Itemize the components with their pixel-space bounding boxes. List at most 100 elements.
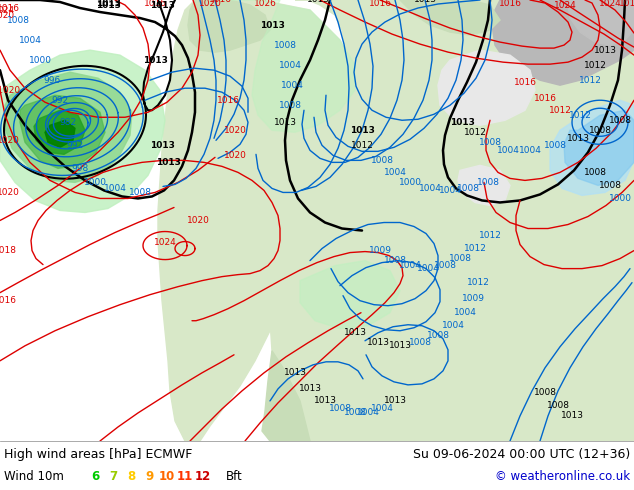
Text: 1012: 1012 [548, 106, 571, 115]
Text: 1013: 1013 [384, 396, 406, 405]
Text: 1008: 1008 [6, 16, 30, 24]
Polygon shape [262, 351, 310, 441]
Text: 1016: 1016 [514, 78, 536, 87]
Text: 6: 6 [91, 469, 99, 483]
Text: 1009: 1009 [368, 246, 392, 255]
Text: 1004: 1004 [439, 186, 462, 195]
Text: 1013: 1013 [450, 118, 474, 127]
Text: 1013: 1013 [259, 21, 285, 29]
Text: 992: 992 [67, 141, 84, 150]
Text: 1009: 1009 [462, 294, 484, 303]
Text: 7: 7 [109, 469, 117, 483]
Text: 1004: 1004 [519, 146, 541, 155]
Text: 1008: 1008 [273, 41, 297, 49]
Text: 1013: 1013 [413, 0, 436, 4]
Text: 1020: 1020 [224, 151, 247, 160]
Text: 1008: 1008 [278, 101, 302, 110]
Text: High wind areas [hPa] ECMWF: High wind areas [hPa] ECMWF [4, 447, 192, 461]
Text: 1004: 1004 [103, 184, 126, 193]
Text: 1012: 1012 [479, 231, 501, 240]
Text: 1016: 1016 [619, 0, 634, 7]
Text: 1016: 1016 [0, 296, 16, 305]
Polygon shape [34, 110, 85, 154]
Text: 998: 998 [72, 164, 89, 173]
Text: 1013: 1013 [306, 0, 330, 4]
Polygon shape [300, 261, 400, 329]
Text: 1013: 1013 [593, 46, 616, 54]
Text: 1012: 1012 [463, 128, 486, 137]
Text: 1013: 1013 [344, 328, 366, 337]
Text: 1013: 1013 [389, 341, 411, 350]
Text: 1012: 1012 [579, 75, 602, 85]
Text: Su 09-06-2024 00:00 UTC (12+36): Su 09-06-2024 00:00 UTC (12+36) [413, 447, 630, 461]
Text: 1008: 1008 [583, 168, 607, 177]
Text: 1004: 1004 [384, 168, 406, 177]
Text: 1008: 1008 [384, 256, 406, 265]
Polygon shape [188, 0, 270, 52]
Text: 1008: 1008 [408, 338, 432, 347]
Text: 1008: 1008 [598, 181, 621, 190]
Text: 1004: 1004 [399, 261, 422, 270]
Text: 1000: 1000 [399, 178, 422, 187]
Text: 9: 9 [145, 469, 153, 483]
Polygon shape [268, 0, 634, 441]
Text: 1013: 1013 [299, 384, 321, 393]
Text: 1012: 1012 [463, 244, 486, 253]
Text: 8: 8 [127, 469, 135, 483]
Text: -1020: -1020 [0, 86, 21, 95]
Text: 1004: 1004 [370, 404, 394, 414]
Text: 1020: 1020 [0, 188, 20, 197]
Text: 1008: 1008 [456, 184, 479, 193]
Text: 1000: 1000 [29, 56, 51, 65]
Text: 1018: 1018 [0, 246, 16, 255]
Polygon shape [568, 0, 634, 45]
Polygon shape [4, 72, 132, 182]
Text: 992: 992 [51, 96, 68, 105]
Text: 1008: 1008 [477, 178, 500, 187]
Text: 1024: 1024 [153, 238, 176, 247]
Text: 1004: 1004 [496, 146, 519, 155]
Text: 10: 10 [159, 469, 175, 483]
Polygon shape [200, 0, 355, 132]
Text: 1008: 1008 [434, 261, 456, 270]
Text: 1013: 1013 [150, 0, 174, 9]
Text: 996: 996 [43, 75, 61, 85]
Text: 1024: 1024 [553, 0, 576, 9]
Text: 1008: 1008 [448, 254, 472, 263]
Text: 1008: 1008 [609, 116, 631, 125]
Text: 1004: 1004 [278, 61, 301, 70]
Text: 1008: 1008 [533, 389, 557, 397]
Text: 1008: 1008 [129, 188, 152, 197]
Polygon shape [492, 0, 634, 85]
Text: 982: 982 [60, 118, 77, 127]
Text: 1008: 1008 [344, 409, 366, 417]
Text: 1013: 1013 [313, 396, 337, 405]
Text: 1013: 1013 [150, 141, 174, 150]
Polygon shape [0, 50, 165, 213]
Text: 12: 12 [195, 469, 211, 483]
Polygon shape [20, 95, 105, 169]
Polygon shape [45, 120, 75, 147]
Text: 1016: 1016 [209, 0, 231, 4]
Text: 1008: 1008 [328, 404, 351, 414]
Text: 1013: 1013 [96, 0, 120, 9]
Text: 1008: 1008 [547, 401, 569, 411]
Text: 1016: 1016 [368, 0, 392, 7]
Text: 1024: 1024 [598, 0, 621, 7]
Polygon shape [400, 0, 500, 35]
Text: -1020: -1020 [0, 10, 15, 20]
Text: 1004: 1004 [453, 308, 476, 317]
Text: 1004: 1004 [417, 264, 439, 273]
Text: 1013: 1013 [560, 412, 583, 420]
Text: 1013: 1013 [273, 118, 297, 127]
Text: 1004: 1004 [281, 81, 304, 90]
Text: 1012: 1012 [351, 141, 373, 150]
Text: 1016: 1016 [0, 3, 20, 13]
Text: 1000: 1000 [84, 178, 107, 187]
Text: 1020: 1020 [186, 216, 209, 225]
Text: 1008: 1008 [427, 331, 450, 340]
Text: Wind 10m: Wind 10m [4, 469, 64, 483]
Text: © weatheronline.co.uk: © weatheronline.co.uk [495, 469, 630, 483]
Text: 1008: 1008 [370, 156, 394, 165]
Text: 1013: 1013 [349, 126, 375, 135]
